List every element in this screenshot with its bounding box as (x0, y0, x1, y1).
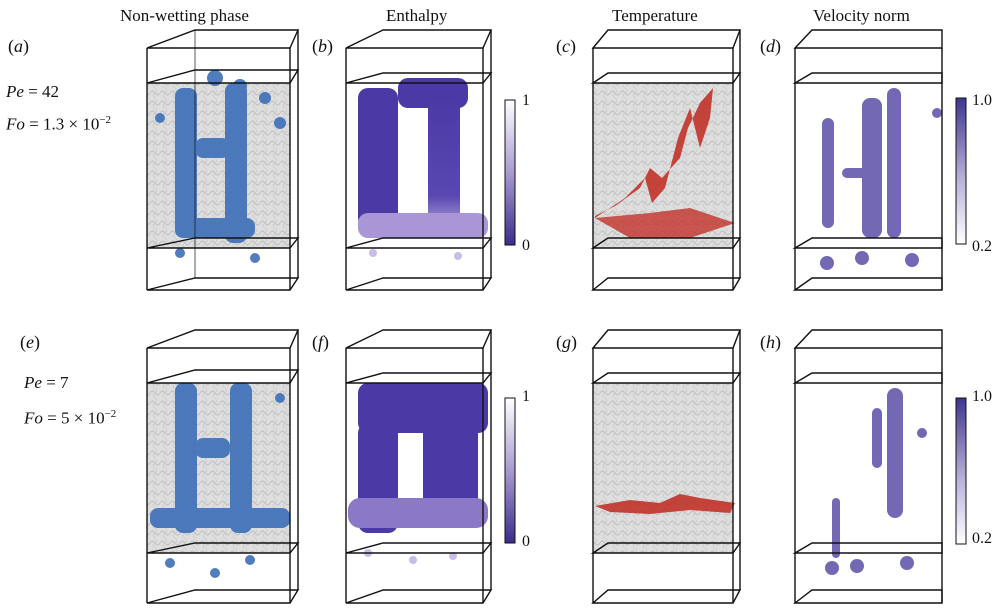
bounding-box-frame (590, 29, 742, 291)
panel-a-nonwetting-render (146, 29, 300, 291)
panel-label-b: (b) (312, 36, 333, 56)
velocity-streamtubes (820, 88, 942, 270)
temperature-front-surface (595, 88, 713, 218)
row1-peclet-number: Pe = 42 (6, 82, 60, 101)
panel-label-c: (c) (556, 36, 576, 56)
panel-h-velocity-render (792, 329, 943, 604)
bounding-box-frame (146, 29, 300, 291)
velocity-streamtubes (825, 388, 927, 575)
bounding-box-frame (590, 329, 742, 604)
row2-fourier-number: Fo = 5 × 10−2 (24, 408, 117, 428)
column-title-non-wetting-phase: Non-wetting phase (120, 6, 249, 25)
bounding-box-frame (792, 329, 943, 604)
porous-medium-volume (593, 383, 733, 553)
velocity-colorbar-max-label: 1.0 (972, 388, 992, 405)
column-title-temperature: Temperature (612, 6, 698, 25)
enthalpy-colorbar-min-label: 0 (522, 237, 530, 254)
panel-label-g: (g) (556, 332, 577, 352)
panel-label-e: (e) (20, 332, 40, 352)
panel-label-h: (h) (760, 332, 781, 352)
temperature-front-surface (595, 494, 735, 514)
enthalpy-colorbar (504, 397, 516, 544)
nonwetting-blobs (150, 383, 290, 578)
enthalpy-colorbar-min-label: 0 (522, 533, 530, 550)
panel-label-f: (f) (312, 332, 330, 352)
enthalpy-colorbar-max-label: 1 (522, 92, 530, 109)
velocity-colorbar-max-label: 1.0 (972, 92, 992, 109)
column-title-velocity-norm: Velocity norm (813, 6, 910, 25)
bounding-box-frame (345, 29, 493, 291)
row2-peclet-number: Pe = 7 (24, 373, 69, 392)
enthalpy-isosurface (358, 78, 488, 260)
panel-c-temperature-render (590, 29, 742, 291)
panel-f-enthalpy-render (345, 329, 493, 604)
panel-g-temperature-render (590, 329, 742, 604)
row1-fourier-number: Fo = 1.3 × 10−2 (6, 114, 112, 134)
bounding-box-frame (146, 329, 300, 604)
panel-e-nonwetting-render (146, 329, 300, 604)
velocity-colorbar-min-label: 0.2 (972, 238, 992, 255)
column-title-enthalpy: Enthalpy (386, 6, 448, 25)
enthalpy-isosurface (348, 383, 488, 564)
panel-label-a: (a) (8, 36, 29, 56)
nonwetting-blobs (155, 70, 286, 263)
velocity-colorbar-min-label: 0.2 (972, 530, 992, 547)
enthalpy-colorbar (504, 99, 516, 246)
velocity-colorbar (955, 397, 967, 545)
velocity-colorbar (955, 97, 967, 245)
panel-label-d: (d) (760, 36, 781, 56)
enthalpy-colorbar-max-label: 1 (522, 388, 530, 405)
panel-b-enthalpy-render (345, 29, 493, 291)
panel-d-velocity-render (792, 29, 943, 291)
bounding-box-frame (345, 329, 493, 604)
bounding-box-frame (792, 29, 943, 291)
